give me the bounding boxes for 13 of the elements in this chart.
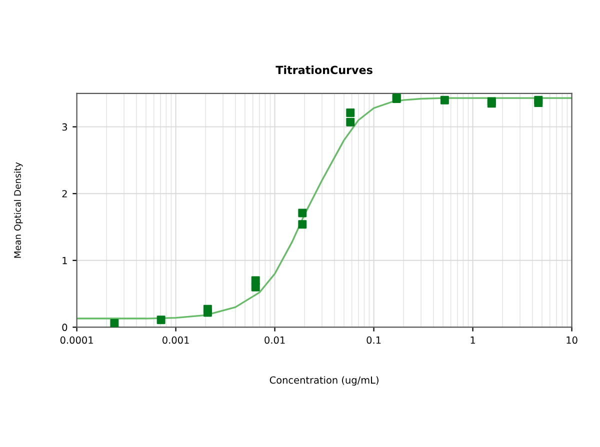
y-axis-title: Mean Optical Density [14, 162, 23, 258]
y-tick-label: 1 [62, 257, 67, 264]
x-tick-label: 0.01 [264, 336, 285, 344]
x-tick-label: 1 [470, 336, 475, 344]
y-tick-label: 0 [62, 324, 68, 332]
y-tick-label: 3 [62, 123, 67, 131]
x-axis-title: Concentration (ug/mL) [270, 376, 378, 386]
y-tick-label: 2 [62, 190, 67, 198]
x-tick-label: 10 [566, 336, 578, 344]
x-tick-label: 0.1 [366, 336, 381, 344]
x-tick-label: 0.001 [162, 336, 189, 344]
chart-title: TitrationCurves [276, 66, 372, 74]
x-tick-label: 0.0001 [60, 336, 93, 344]
